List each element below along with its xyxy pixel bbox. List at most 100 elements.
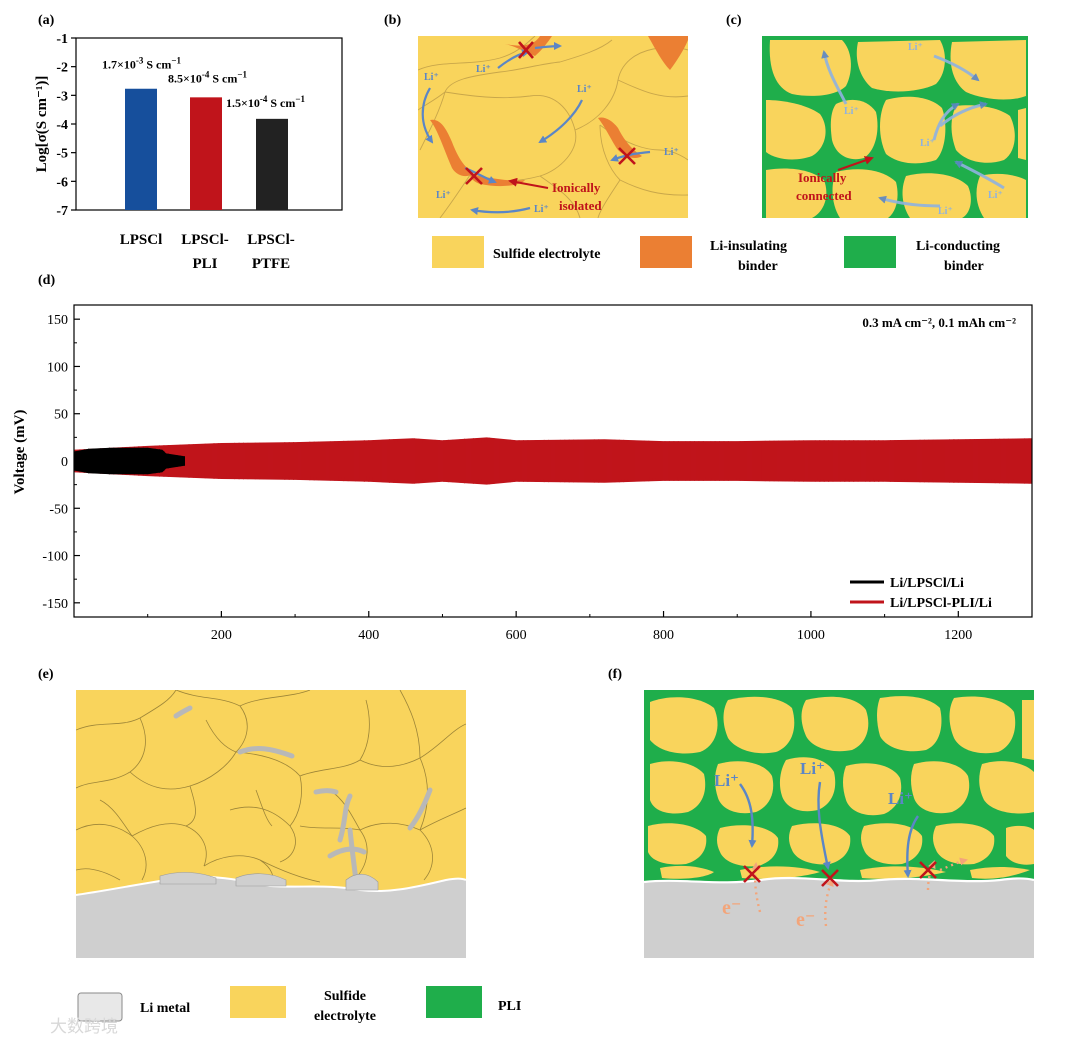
- y-tick-label: 50: [54, 408, 68, 423]
- legend-label-sulfide-line2: electrolyte: [314, 1009, 376, 1024]
- bar: [256, 118, 288, 210]
- series-trace-li-lpscl-li: [74, 447, 185, 475]
- electron-label: e⁻: [722, 897, 741, 919]
- panel-c: (c): [726, 13, 1028, 218]
- legend-swatch-sulfide: [230, 986, 286, 1018]
- panel-a-y-axis-label: Log[σ(S cm⁻¹)]: [34, 76, 50, 173]
- y-tick-label: 0: [61, 455, 68, 470]
- x-tick-label: PLI: [192, 256, 217, 272]
- x-tick-label: 400: [358, 628, 379, 643]
- li-ion-label: Li⁺: [800, 759, 825, 778]
- y-tick-label: -100: [42, 550, 68, 565]
- x-tick-label: 1200: [944, 628, 972, 643]
- x-tick-label: 200: [211, 628, 232, 643]
- li-ion-label: Li⁺: [714, 771, 739, 790]
- x-tick-label: LPSCl-: [181, 232, 229, 248]
- li-ion-label: Li⁺: [988, 190, 1003, 201]
- annotation-ionically-connected-line1: Ionically: [798, 170, 847, 185]
- x-tick-label: 600: [506, 628, 527, 643]
- legend-binders: Sulfide electrolyte Li-insulating binder…: [432, 236, 1000, 274]
- bar-data-label: 8.5×10-4 S cm−1: [168, 69, 247, 85]
- watermark-text: 大数跨境: [50, 1017, 118, 1036]
- li-ion-label: Li⁺: [888, 789, 913, 808]
- panel-e-label: (e): [38, 667, 54, 682]
- bar-data-label: 1.5×10-4 S cm−1: [226, 94, 305, 110]
- panel-d: (d) 150 100 50 0 -50 -100 -150 200 400 600 800 1000…: [12, 273, 1033, 643]
- legend-label-conducting-line1: Li-conducting: [916, 239, 1000, 254]
- legend-label-sulfide: Sulfide electrolyte: [493, 247, 600, 262]
- y-tick-label: -50: [49, 502, 68, 517]
- li-ion-label: Li⁺: [664, 147, 679, 158]
- li-ion-label: Li⁺: [844, 106, 859, 117]
- y-tick-label: -150: [42, 597, 68, 612]
- panel-e: (e): [38, 667, 466, 958]
- bar: [125, 88, 157, 210]
- x-tick-label: 1000: [797, 628, 825, 643]
- li-ion-label: Li⁺: [908, 42, 923, 53]
- y-tick-label: 100: [47, 360, 68, 375]
- panel-c-label: (c): [726, 13, 742, 28]
- legend-label: Li/LPSCl/Li: [890, 576, 964, 591]
- panel-c-schematic: Li⁺ Li⁺ Li⁺ Li⁺ Li⁺ Ionically connected: [762, 36, 1028, 218]
- x-tick-label: 800: [653, 628, 674, 643]
- panel-d-annotation: 0.3 mA cm⁻², 0.1 mAh cm⁻²: [862, 315, 1016, 330]
- bar-data-label: 1.7×10-3 S cm−1: [102, 56, 181, 72]
- legend-swatch-sulfide: [432, 236, 484, 268]
- y-tick-label: -7: [56, 204, 68, 219]
- legend-label-conducting-line2: binder: [944, 259, 984, 274]
- panel-d-label: (d): [38, 273, 55, 288]
- electron-label: e⁻: [796, 909, 815, 931]
- x-tick-label: LPSCl: [120, 232, 163, 248]
- y-tick-label: -1: [56, 32, 68, 47]
- legend-label-li-metal: Li metal: [140, 1001, 190, 1016]
- x-tick-label: LPSCl-: [247, 232, 295, 248]
- legend-label: Li/LPSCl-PLI/Li: [890, 596, 992, 611]
- panel-b-schematic: Li⁺ Li⁺ Li⁺ Li⁺ Li⁺ Li⁺ Ionically isolat…: [418, 36, 688, 218]
- panel-b: (b): [384, 13, 688, 218]
- panel-d-y-axis-label: Voltage (mV): [12, 410, 28, 495]
- x-tick-label: PTFE: [252, 256, 290, 272]
- legend-label-insulating-line2: binder: [738, 259, 778, 274]
- panel-e-schematic: [76, 690, 466, 958]
- panel-a-label: (a): [38, 13, 55, 28]
- legend-materials: Li metal Sulfide electrolyte PLI: [77, 986, 521, 1024]
- panel-f-schematic: Li⁺ Li⁺ Li⁺ e⁻ e⁻: [644, 690, 1034, 958]
- li-ion-label: Li⁺: [534, 204, 549, 215]
- y-tick-label: -2: [56, 61, 68, 76]
- legend-label-insulating-line1: Li-insulating: [710, 239, 787, 254]
- legend-swatch-conducting: [844, 236, 896, 268]
- y-tick-label: -5: [56, 147, 68, 162]
- panel-a-data-labels: 1.7×10-3 S cm−18.5×10-4 S cm−1 1.5×10-4 S…: [102, 56, 305, 110]
- li-ion-label: Li⁺: [436, 190, 451, 201]
- panel-f-label: (f): [608, 667, 622, 682]
- li-ion-label: Li⁺: [920, 138, 935, 149]
- li-ion-label: Li⁺: [476, 64, 491, 75]
- y-tick-label: -4: [56, 118, 68, 133]
- panel-f: (f): [608, 667, 1034, 958]
- legend-swatch-pli: [426, 986, 482, 1018]
- blocked-cross-icon: [743, 861, 937, 887]
- annotation-ionically-connected-line2: connected: [796, 188, 852, 203]
- legend-label-pli: PLI: [498, 999, 521, 1014]
- panel-d-axes: 150 100 50 0 -50 -100 -150 200 400 600 800 1000 1200: [42, 304, 1033, 643]
- li-ion-label: Li⁺: [577, 84, 592, 95]
- panel-d-legend: Li/LPSCl/Li Li/LPSCl-PLI/Li: [850, 576, 992, 611]
- annotation-ionically-isolated-line2: isolated: [559, 198, 602, 213]
- li-ion-label: Li⁺: [938, 206, 953, 217]
- y-tick-label: -6: [56, 175, 68, 190]
- panel-b-label: (b): [384, 13, 401, 28]
- y-tick-label: 150: [47, 313, 68, 328]
- li-ion-label: Li⁺: [424, 72, 439, 83]
- bar: [190, 97, 222, 210]
- legend-label-sulfide-line1: Sulfide: [324, 989, 366, 1004]
- blocked-cross-icon: [465, 41, 636, 185]
- legend-swatch-li-metal: [77, 992, 123, 1022]
- legend-swatch-insulating: [640, 236, 692, 268]
- panel-d-series: [74, 437, 1032, 485]
- y-tick-label: -3: [56, 89, 68, 104]
- panel-a-bars: [125, 88, 288, 210]
- panel-a-category-labels: LPSCl LPSCl- PLI LPSCl- PTFE: [120, 232, 295, 272]
- panel-a: (a) -1 -2 -3 -4 -5 -6 -7 1.7×10-3 S cm−18.5×10…: [34, 13, 343, 272]
- annotation-ionically-isolated-line1: Ionically: [552, 180, 601, 195]
